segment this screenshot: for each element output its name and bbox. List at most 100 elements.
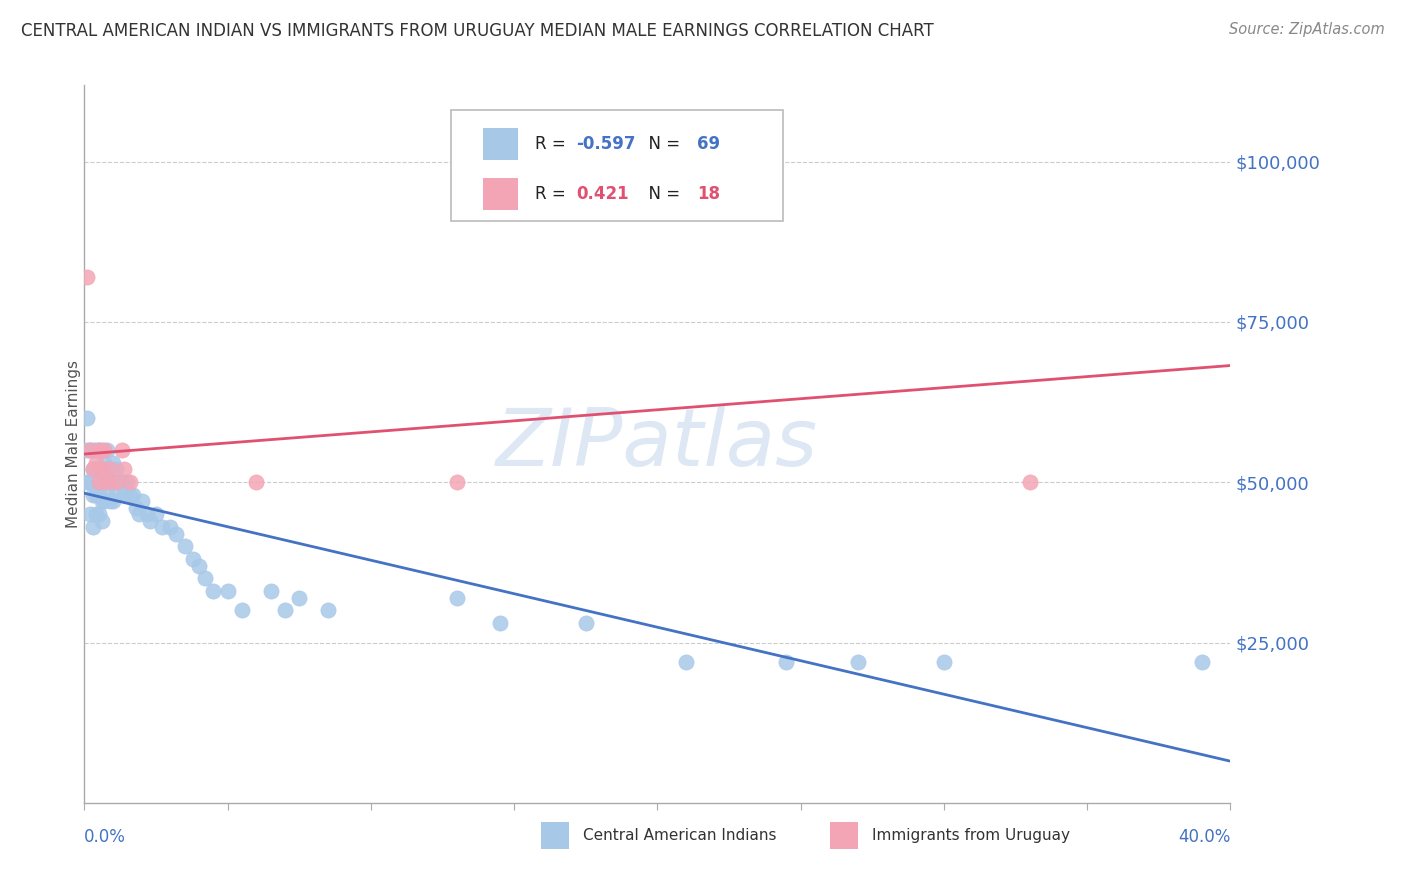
Point	[139, 514, 162, 528]
Point	[259, 584, 281, 599]
Text: Source: ZipAtlas.com: Source: ZipAtlas.com	[1229, 22, 1385, 37]
Point	[104, 462, 127, 476]
Point	[79, 443, 101, 458]
Point	[231, 603, 253, 617]
Point	[122, 488, 145, 502]
Point	[775, 655, 797, 669]
Text: Central American Indians: Central American Indians	[583, 829, 778, 843]
Point	[84, 488, 107, 502]
Point	[101, 494, 124, 508]
Point	[76, 411, 98, 425]
Point	[131, 494, 153, 508]
Text: N =: N =	[638, 136, 685, 153]
Point	[79, 475, 101, 490]
Point	[87, 508, 110, 522]
Point	[245, 475, 267, 490]
Point	[87, 443, 110, 458]
Point	[96, 443, 118, 458]
Point	[96, 462, 118, 476]
Point	[87, 443, 110, 458]
FancyBboxPatch shape	[484, 178, 517, 210]
Point	[150, 520, 173, 534]
Point	[274, 603, 297, 617]
Text: R =: R =	[534, 136, 571, 153]
Point	[136, 508, 159, 522]
Point	[120, 475, 142, 490]
Text: Immigrants from Uruguay: Immigrants from Uruguay	[872, 829, 1070, 843]
Point	[90, 514, 112, 528]
Text: N =: N =	[638, 185, 685, 202]
Y-axis label: Median Male Earnings: Median Male Earnings	[66, 359, 80, 528]
Text: 40.0%: 40.0%	[1178, 828, 1230, 846]
Point	[76, 270, 98, 285]
Point	[110, 443, 132, 458]
Point	[114, 462, 136, 476]
Point	[96, 475, 118, 490]
FancyBboxPatch shape	[451, 110, 783, 221]
Point	[165, 526, 187, 541]
Point	[846, 655, 869, 669]
Point	[93, 443, 115, 458]
Text: 69: 69	[697, 136, 720, 153]
Point	[194, 571, 217, 585]
Point	[82, 462, 104, 476]
Point	[96, 488, 118, 502]
Point	[159, 520, 181, 534]
Point	[1018, 475, 1040, 490]
Point	[84, 456, 107, 470]
Point	[98, 494, 121, 508]
Point	[202, 584, 225, 599]
Point	[93, 494, 115, 508]
Text: 0.421: 0.421	[576, 185, 628, 202]
Point	[114, 488, 136, 502]
Point	[188, 558, 211, 573]
Point	[90, 462, 112, 476]
Point	[84, 443, 107, 458]
Point	[675, 186, 697, 201]
Point	[76, 475, 98, 490]
Point	[117, 475, 139, 490]
Point	[82, 520, 104, 534]
Point	[104, 475, 127, 490]
Point	[1191, 655, 1213, 669]
Point	[128, 508, 150, 522]
Point	[82, 488, 104, 502]
Text: CENTRAL AMERICAN INDIAN VS IMMIGRANTS FROM URUGUAY MEDIAN MALE EARNINGS CORRELAT: CENTRAL AMERICAN INDIAN VS IMMIGRANTS FR…	[21, 22, 934, 40]
Point	[181, 552, 204, 566]
Point	[446, 475, 468, 490]
Point	[93, 475, 115, 490]
Point	[82, 462, 104, 476]
Point	[90, 494, 112, 508]
Point	[107, 475, 129, 490]
Point	[173, 539, 195, 553]
Point	[87, 475, 110, 490]
Point	[575, 616, 598, 631]
Point	[217, 584, 239, 599]
Point	[82, 443, 104, 458]
Point	[84, 508, 107, 522]
Point	[79, 443, 101, 458]
Point	[101, 456, 124, 470]
Text: 0.0%: 0.0%	[84, 828, 127, 846]
Text: R =: R =	[534, 185, 571, 202]
Point	[87, 488, 110, 502]
Point	[90, 475, 112, 490]
Text: -0.597: -0.597	[576, 136, 636, 153]
Text: ZIPatlas: ZIPatlas	[496, 405, 818, 483]
Point	[110, 475, 132, 490]
Point	[675, 655, 697, 669]
Point	[120, 488, 142, 502]
Point	[104, 488, 127, 502]
Text: 18: 18	[697, 185, 720, 202]
Point	[79, 508, 101, 522]
Point	[288, 591, 311, 605]
Point	[145, 508, 167, 522]
Bar	[541, 822, 569, 849]
Point	[932, 655, 955, 669]
FancyBboxPatch shape	[484, 128, 517, 161]
Point	[98, 462, 121, 476]
Point	[316, 603, 339, 617]
Point	[125, 500, 148, 515]
Point	[98, 475, 121, 490]
Point	[101, 475, 124, 490]
